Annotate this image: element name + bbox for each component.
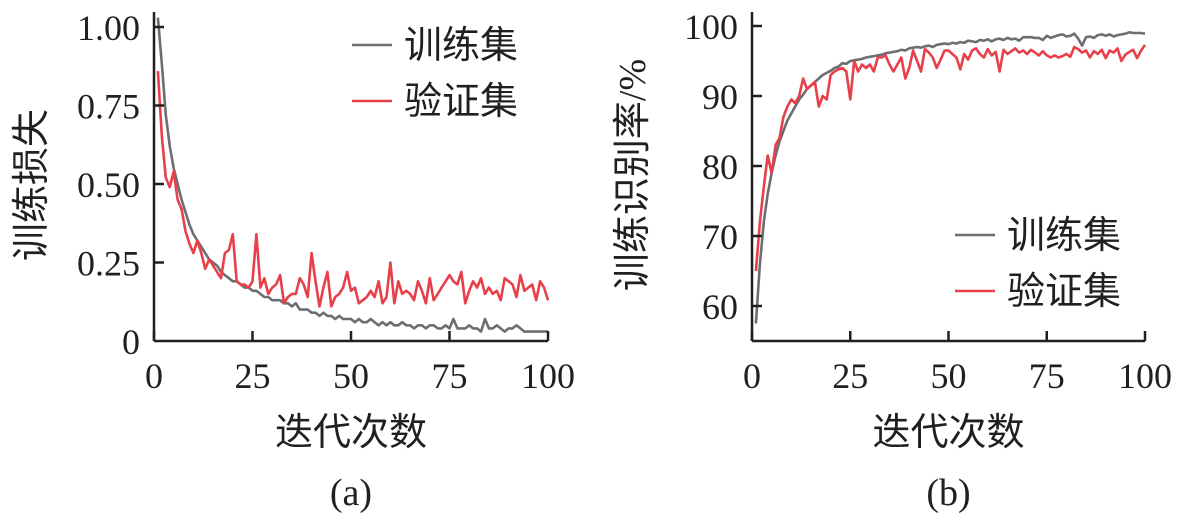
y-tick-label: 80 [702,147,738,187]
subfigure-caption: (a) [330,472,372,514]
y-axis-label: 训练损失 [11,109,53,261]
legend-label: 验证集 [1007,271,1121,313]
y-tick-label: 0.50 [77,165,140,205]
x-tick-label: 100 [1118,356,1172,396]
x-tick-label: 0 [145,356,163,396]
chart-a-loss: 0 25 50 75 100 0 0.25 0.50 0.75 1.00 迭代次数 训练损失 (a) 训练… [11,8,575,514]
x-tick-label: 50 [333,356,369,396]
series-line-val [156,70,550,308]
legend-label: 验证集 [404,81,518,123]
x-axis-label: 迭代次数 [872,412,1024,454]
y-tick-label: 1.00 [77,8,140,48]
subfigure-caption: (b) [926,472,970,514]
series-line-train [754,30,1146,324]
x-tick-label: 75 [1029,356,1065,396]
y-tick-label: 0 [122,322,140,362]
y-tick-label: 90 [702,77,738,117]
chart-b-accuracy: 0 25 50 75 100 60 70 80 90 100 迭代次数 训练识别率/% (b) 训练集验证… [612,7,1172,514]
x-tick-label: 100 [521,356,575,396]
series-line-val [754,44,1147,272]
x-tick-label: 75 [432,356,468,396]
legend-label: 训练集 [404,25,518,67]
legend-label: 训练集 [1007,215,1121,257]
x-tick-label: 25 [832,356,868,396]
x-tick-label: 50 [931,356,967,396]
x-tick-label: 25 [235,356,271,396]
y-axis-label: 训练识别率/% [612,59,654,291]
x-axis-label: 迭代次数 [275,412,427,454]
y-tick-label: 70 [702,217,738,257]
y-tick-label: 0.25 [77,244,140,284]
y-tick-label: 0.75 [77,87,140,127]
y-tick-label: 100 [684,7,738,47]
x-tick-label: 0 [743,356,761,396]
y-tick-label: 60 [702,287,738,327]
